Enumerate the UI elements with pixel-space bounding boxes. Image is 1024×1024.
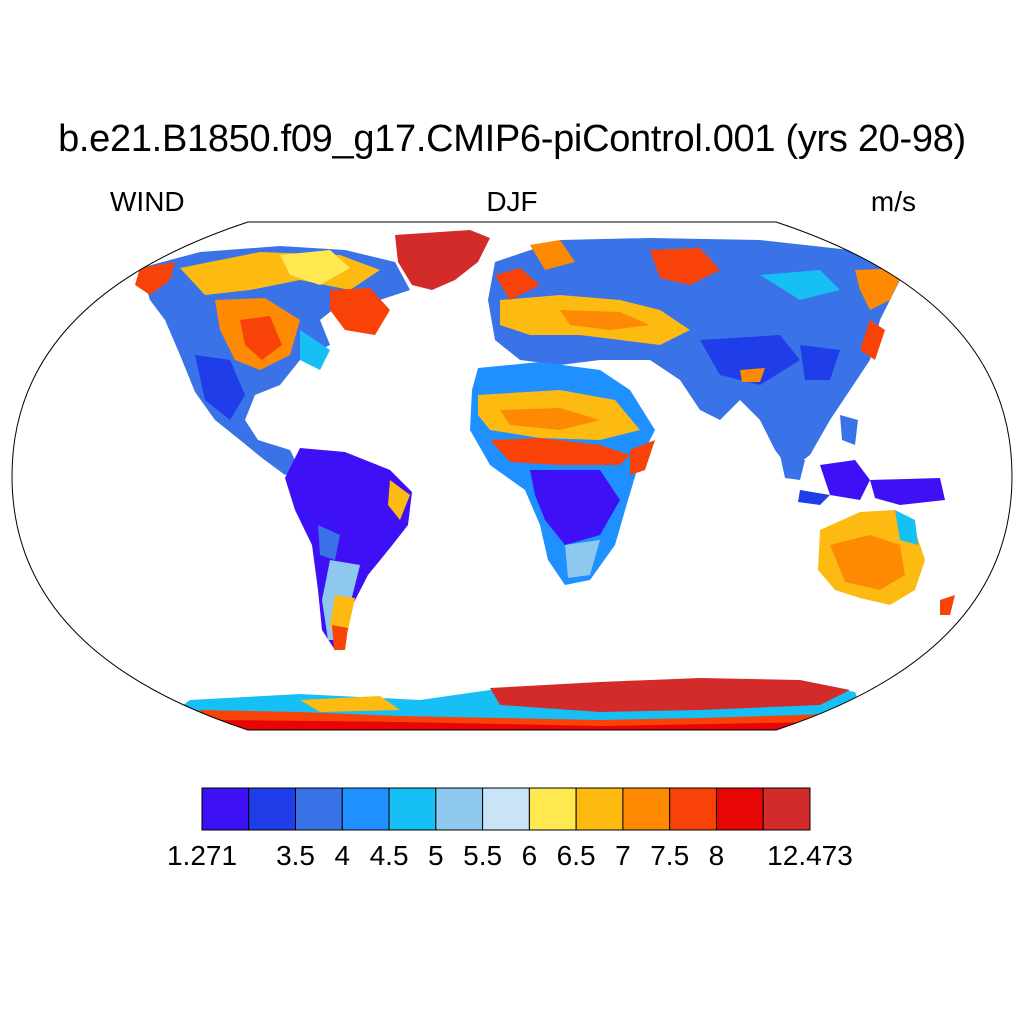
colorbar-swatch-11 bbox=[715, 787, 764, 831]
colorbar-swatch-7 bbox=[528, 787, 577, 831]
colorbar-tick-label: 6 bbox=[521, 840, 538, 871]
colorbar-tick-label: 1.271 bbox=[166, 840, 238, 871]
colorbar-tick-label: 8 bbox=[708, 840, 725, 871]
south-america-field bbox=[285, 448, 412, 650]
colorbar-swatch-1 bbox=[248, 787, 297, 831]
colorbar-swatch-4 bbox=[388, 787, 437, 831]
africa-field bbox=[470, 362, 655, 585]
greenland-field bbox=[395, 230, 490, 290]
eurasia-field bbox=[488, 238, 905, 470]
maritime-continent-field bbox=[780, 415, 945, 505]
map-border bbox=[11, 221, 1013, 731]
variable-label: WIND bbox=[110, 186, 185, 217]
colorbar-tick-label: 12.473 bbox=[767, 840, 853, 871]
colorbar-swatch-5 bbox=[435, 787, 484, 831]
season-label: DJF bbox=[486, 186, 538, 217]
colorbar-tick-label: 7 bbox=[615, 840, 631, 871]
colorbar-swatch-9 bbox=[622, 787, 671, 831]
plot-title: b.e21.B1850.f09_g17.CMIP6-piControl.001 … bbox=[58, 118, 966, 160]
colorbar-tick-label: 5 bbox=[428, 840, 444, 871]
colorbar-swatch-10 bbox=[669, 787, 717, 831]
colorbar-tick-label: 5.5 bbox=[463, 840, 503, 871]
colorbar-swatch-12 bbox=[762, 787, 811, 831]
colorbar-swatch-8 bbox=[575, 787, 624, 831]
north-america-field bbox=[135, 246, 410, 475]
colorbar-swatch-3 bbox=[341, 787, 390, 831]
colorbar-swatch-2 bbox=[295, 787, 343, 831]
units-label: m/s bbox=[870, 186, 916, 217]
antarctica-field bbox=[150, 678, 870, 730]
colorbar-swatch-0 bbox=[201, 787, 250, 831]
colorbar-swatch-6 bbox=[482, 787, 530, 831]
colorbar-tick-label: 4.5 bbox=[369, 840, 409, 871]
colorbar-tick-label: 3.5 bbox=[276, 840, 315, 871]
colorbar-tick-label: 4 bbox=[334, 840, 351, 871]
colorbar-tick-label: 7.5 bbox=[650, 840, 690, 871]
colorbar-tick-label: 6.5 bbox=[556, 840, 596, 871]
australia-field bbox=[818, 510, 955, 615]
